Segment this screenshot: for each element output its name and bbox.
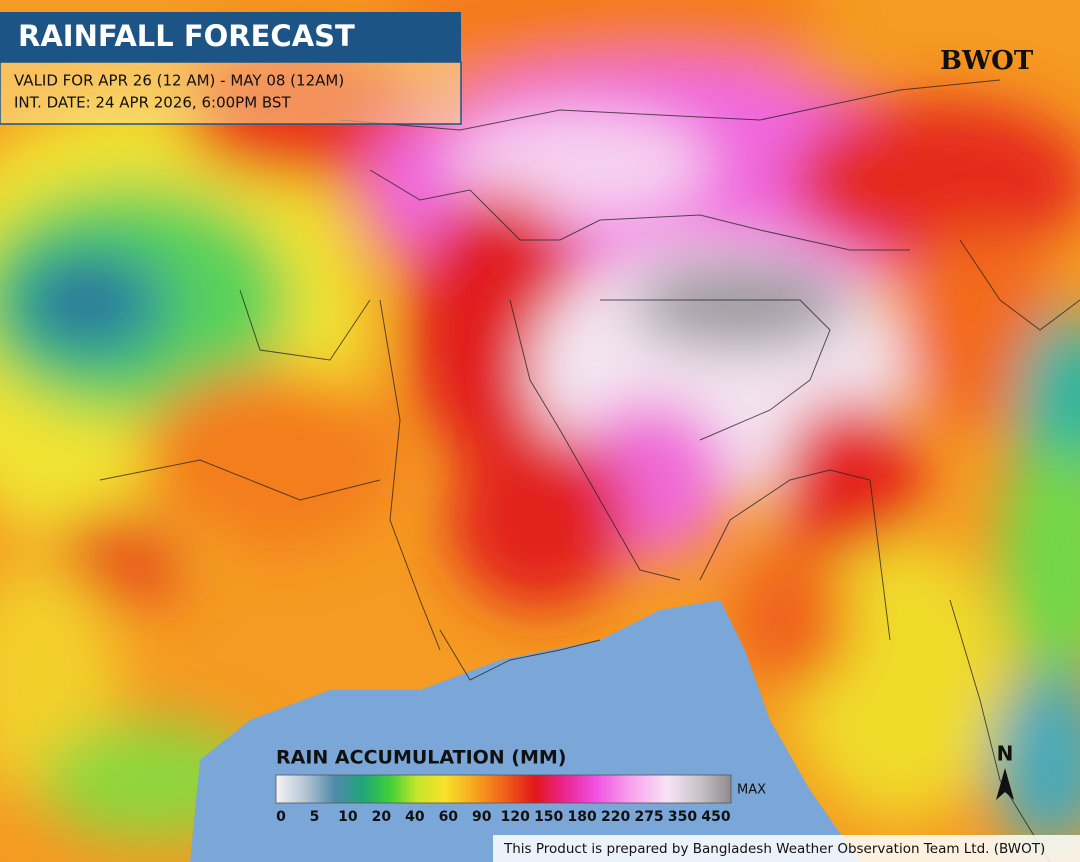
legend-max: MAX (737, 783, 766, 798)
title: RAINFALL FORECAST (18, 19, 355, 53)
valid-period: VALID FOR APR 26 (12 AM) - MAY 08 (12AM) (14, 72, 344, 90)
legend-title: RAIN ACCUMULATION (MM) (276, 747, 567, 769)
init-date: INT. DATE: 24 APR 2026, 6:00PM BST (14, 94, 291, 112)
legend-tick-label: 150 (534, 809, 563, 825)
legend-tick-label: 450 (701, 809, 730, 825)
legend-tick-label: 220 (601, 809, 630, 825)
legend-tick-label: 40 (405, 809, 425, 825)
legend-tick-label: 0 (276, 809, 286, 825)
legend-tick-label: 90 (472, 809, 492, 825)
logo: BWOT (940, 46, 1034, 76)
legend-tick-label: 5 (310, 809, 320, 825)
legend-tick-label: 60 (439, 809, 459, 825)
title-bar (0, 12, 461, 62)
legend-tick-label: 20 (372, 809, 392, 825)
legend-ticks: 0 5 10 20 40 60 90 120 150 180 220 275 350 450 (276, 809, 731, 825)
footer-bar (493, 835, 1080, 862)
legend-tick-label: 180 (568, 809, 597, 825)
legend-tick-label: 120 (501, 809, 530, 825)
color-scale (275, 774, 732, 804)
legend-tick-label: 275 (634, 809, 663, 825)
legend-tick-label: 350 (668, 809, 697, 825)
north-arrow (996, 768, 1014, 800)
footer: This Product is prepared by Bangladesh W… (503, 841, 1045, 857)
info-box (0, 61, 462, 125)
borders (99, 79, 1080, 862)
north-label: N (997, 742, 1014, 766)
legend-tick-label: 10 (338, 809, 358, 825)
